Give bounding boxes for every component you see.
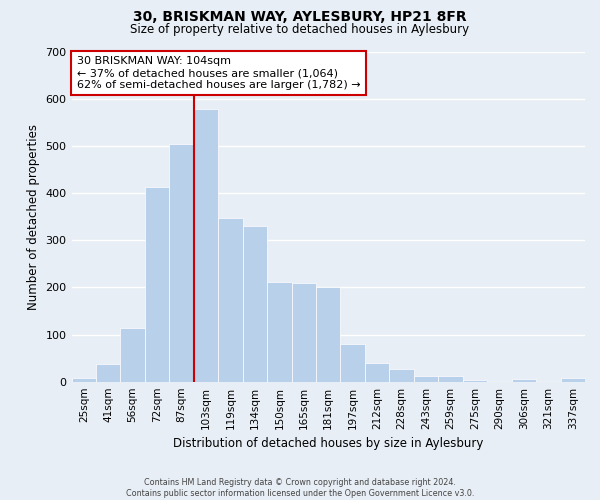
Bar: [438, 376, 463, 382]
Text: 30, BRISKMAN WAY, AYLESBURY, HP21 8FR: 30, BRISKMAN WAY, AYLESBURY, HP21 8FR: [133, 10, 467, 24]
Bar: [316, 287, 340, 382]
Bar: [145, 187, 169, 382]
Bar: [242, 226, 267, 382]
Bar: [340, 344, 365, 382]
Bar: [267, 282, 292, 382]
Text: Contains HM Land Registry data © Crown copyright and database right 2024.
Contai: Contains HM Land Registry data © Crown c…: [126, 478, 474, 498]
Bar: [194, 109, 218, 382]
Bar: [389, 369, 414, 382]
Bar: [463, 380, 487, 382]
Bar: [218, 218, 242, 382]
Bar: [414, 376, 438, 382]
Bar: [365, 363, 389, 382]
Bar: [292, 282, 316, 382]
Bar: [560, 378, 585, 382]
Y-axis label: Number of detached properties: Number of detached properties: [27, 124, 40, 310]
Text: 30 BRISKMAN WAY: 104sqm
← 37% of detached houses are smaller (1,064)
62% of semi: 30 BRISKMAN WAY: 104sqm ← 37% of detache…: [77, 56, 361, 90]
Bar: [512, 380, 536, 382]
Text: Size of property relative to detached houses in Aylesbury: Size of property relative to detached ho…: [130, 22, 470, 36]
X-axis label: Distribution of detached houses by size in Aylesbury: Distribution of detached houses by size …: [173, 437, 484, 450]
Bar: [71, 378, 96, 382]
Bar: [96, 364, 121, 382]
Bar: [121, 328, 145, 382]
Bar: [169, 144, 194, 382]
